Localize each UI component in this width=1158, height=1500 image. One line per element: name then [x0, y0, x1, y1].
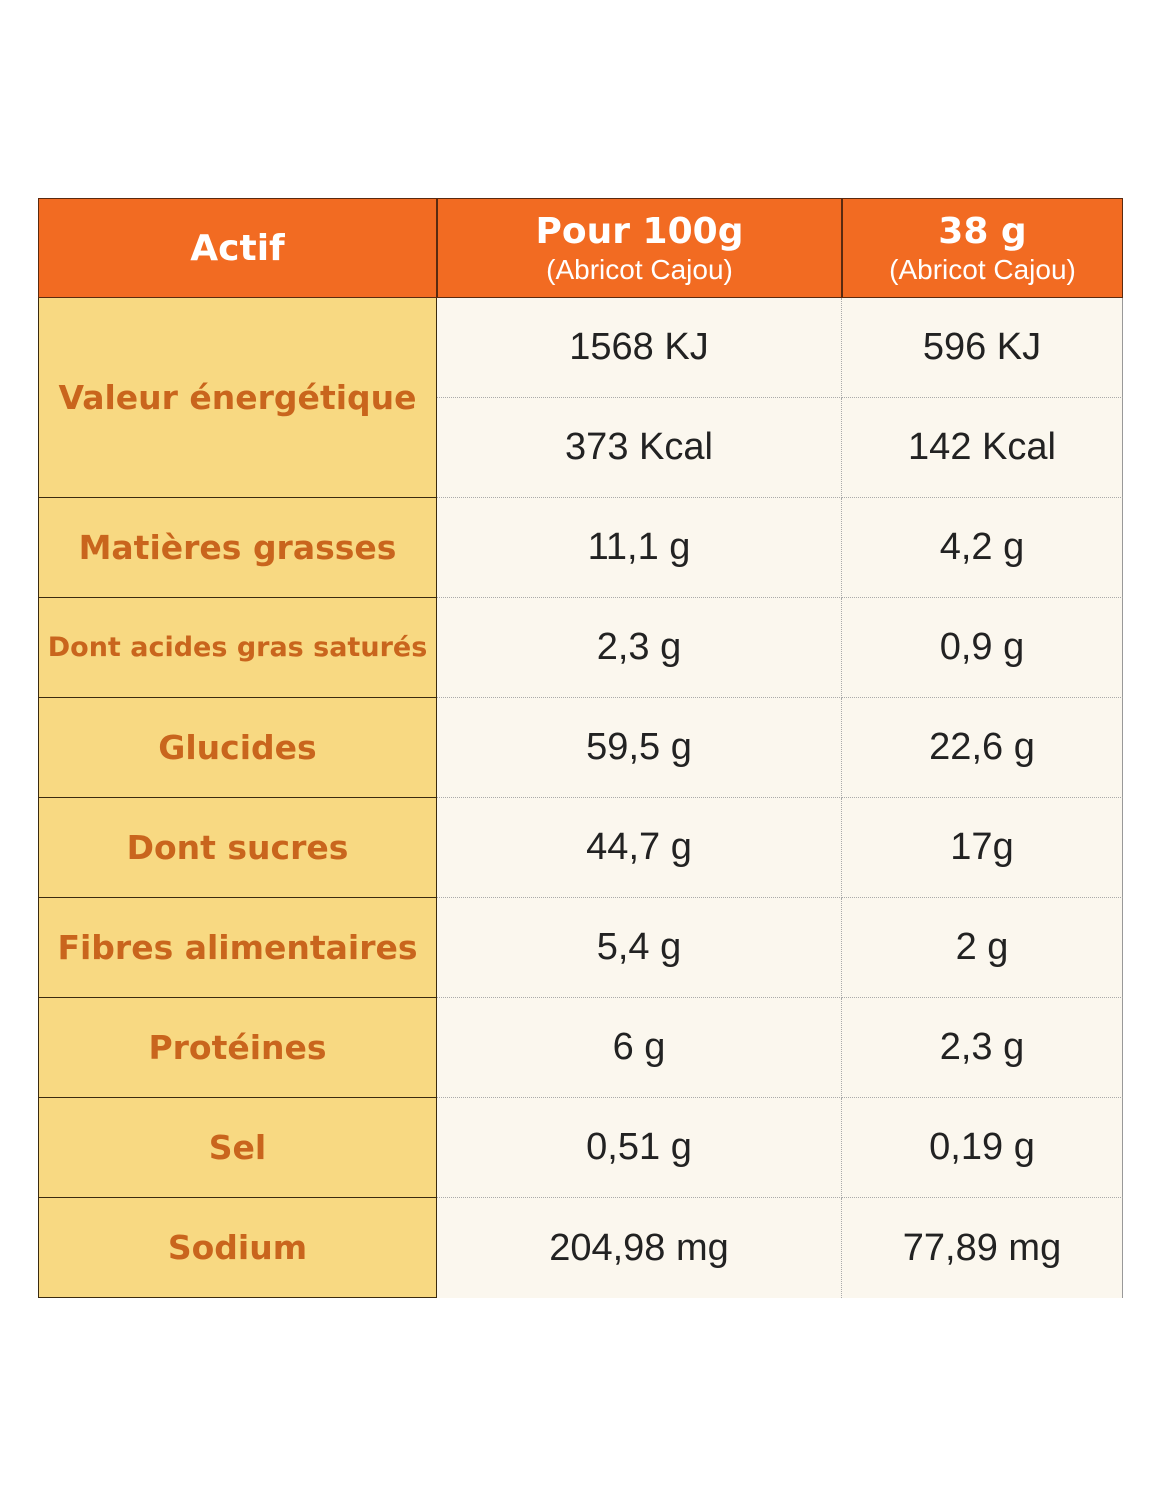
- cell-100g: 59,5 g: [437, 698, 842, 798]
- header-actif: Actif: [38, 198, 437, 298]
- header-subtitle: (Abricot Cajou): [546, 253, 733, 285]
- row-label-energy: Valeur énergétique: [38, 298, 437, 498]
- row-label: Sodium: [38, 1198, 437, 1298]
- header-label: Actif: [190, 227, 285, 269]
- row-label: Sel: [38, 1098, 437, 1198]
- cell-energy-kcal-38g: 142 Kcal: [842, 398, 1123, 498]
- header-per-38g: 38 g (Abricot Cajou): [842, 198, 1123, 298]
- header-subtitle: (Abricot Cajou): [889, 253, 1076, 285]
- row-label: Protéines: [38, 998, 437, 1098]
- cell-38g: 0,19 g: [842, 1098, 1123, 1198]
- cell-38g: 17g: [842, 798, 1123, 898]
- cell-100g: 0,51 g: [437, 1098, 842, 1198]
- cell-energy-kj-38g: 596 KJ: [842, 298, 1123, 398]
- row-label: Dont acides gras saturés: [38, 598, 437, 698]
- cell-energy-kcal-100g: 373 Kcal: [437, 398, 842, 498]
- cell-38g: 0,9 g: [842, 598, 1123, 698]
- cell-100g: 204,98 mg: [437, 1198, 842, 1298]
- row-label: Matières grasses: [38, 498, 437, 598]
- cell-100g: 44,7 g: [437, 798, 842, 898]
- header-title: Pour 100g: [535, 210, 744, 252]
- cell-38g: 2 g: [842, 898, 1123, 998]
- row-label: Fibres alimentaires: [38, 898, 437, 998]
- header-title: 38 g: [938, 210, 1027, 252]
- cell-38g: 22,6 g: [842, 698, 1123, 798]
- cell-100g: 11,1 g: [437, 498, 842, 598]
- cell-38g: 4,2 g: [842, 498, 1123, 598]
- row-label: Glucides: [38, 698, 437, 798]
- cell-100g: 5,4 g: [437, 898, 842, 998]
- cell-38g: 2,3 g: [842, 998, 1123, 1098]
- cell-100g: 2,3 g: [437, 598, 842, 698]
- row-label: Dont sucres: [38, 798, 437, 898]
- cell-energy-kj-100g: 1568 KJ: [437, 298, 842, 398]
- cell-38g: 77,89 mg: [842, 1198, 1123, 1298]
- nutrition-table: Actif Pour 100g (Abricot Cajou) 38 g (Abri…: [38, 198, 1123, 1298]
- cell-100g: 6 g: [437, 998, 842, 1098]
- header-per-100g: Pour 100g (Abricot Cajou): [437, 198, 842, 298]
